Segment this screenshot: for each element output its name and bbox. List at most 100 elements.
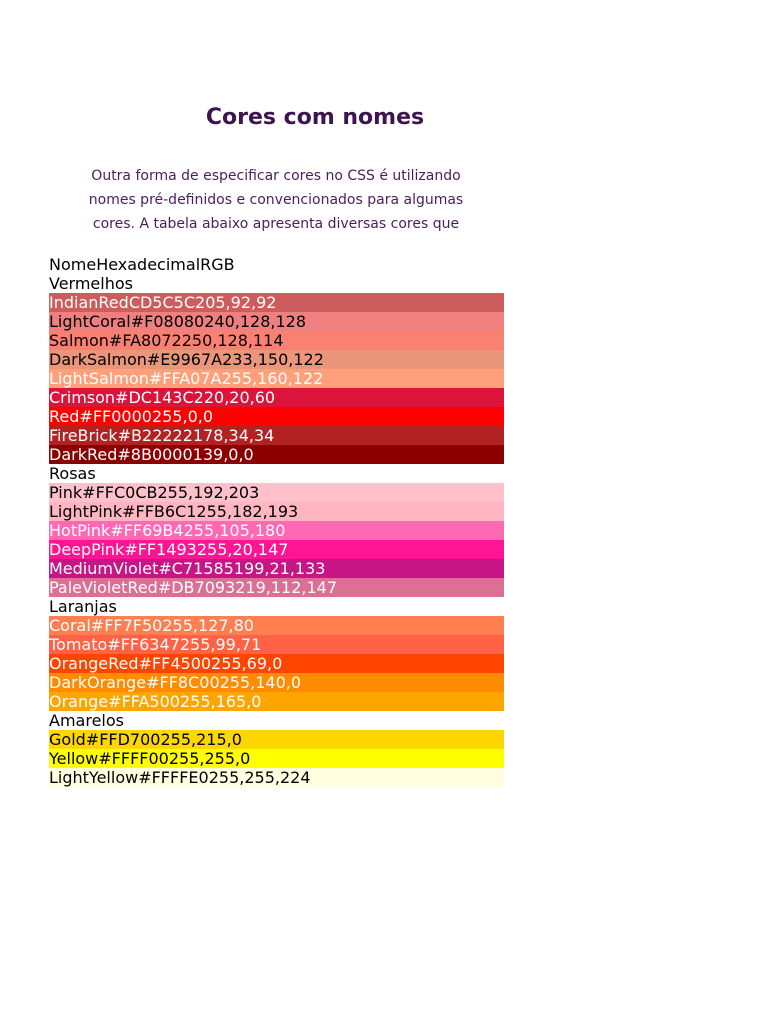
group-label: Rosas — [49, 464, 96, 483]
cell: Red — [49, 407, 80, 426]
cell: DarkRed — [49, 445, 118, 464]
cell: 255,0,0 — [151, 407, 214, 426]
color-row: MediumViolet#C71585199,21,133 — [49, 559, 504, 578]
cell: 255,69,0 — [211, 654, 283, 673]
color-row: LightPink#FFB6C1255,182,193 — [49, 502, 504, 521]
cell: 255,255,0 — [168, 749, 251, 768]
group-row: Vermelhos — [49, 274, 504, 293]
color-row: IndianRedCD5C5C205,92,92 — [49, 293, 504, 312]
cell: OrangeRed — [49, 654, 139, 673]
header-cell: Nome — [49, 255, 97, 274]
title: Cores com nomes — [205, 105, 425, 130]
color-table: NomeHexadecimalRGB Vermelhos IndianRedCD5C… — [49, 255, 504, 787]
cell: MediumViolet — [49, 559, 159, 578]
cell: 255,255,224 — [208, 768, 311, 787]
color-row: LightYellow#FFFFE0255,255,224 — [49, 768, 504, 787]
color-row: FireBrick#B22222178,34,34 — [49, 426, 504, 445]
color-row: Tomato#FF6347255,99,71 — [49, 635, 504, 654]
color-row: Gold#FFD700255,215,0 — [49, 730, 504, 749]
cell: #FF1493 — [124, 540, 197, 559]
cell: #FF0000 — [79, 407, 152, 426]
cell: LightPink — [49, 502, 123, 521]
group-label: Vermelhos — [49, 274, 133, 293]
color-row: Crimson#DC143C220,20,60 — [49, 388, 504, 407]
color-row: PaleVioletRed#DB7093219,112,147 — [49, 578, 504, 597]
group-row: Laranjas — [49, 597, 504, 616]
cell: #FF69B4 — [110, 521, 184, 540]
cell: 255,182,193 — [196, 502, 299, 521]
color-row: LightCoral#F08080240,128,128 — [49, 312, 504, 331]
cell: Pink — [49, 483, 83, 502]
cell: LightYellow — [49, 768, 139, 787]
cell: 255,99,71 — [179, 635, 262, 654]
header-cell: Hexadecimal — [96, 255, 201, 274]
cell: Yellow — [49, 749, 99, 768]
cell: #FFA500 — [108, 692, 180, 711]
cell: LightSalmon — [49, 369, 149, 388]
color-row: DarkRed#8B0000139,0,0 — [49, 445, 504, 464]
cell: #FF4500 — [138, 654, 212, 673]
cell: 205,92,92 — [195, 293, 277, 312]
cell: 139,0,0 — [192, 445, 254, 464]
cell: 255,127,80 — [162, 616, 254, 635]
color-row: Orange#FFA500255,165,0 — [49, 692, 504, 711]
color-row: DarkSalmon#E9967A233,150,122 — [49, 350, 504, 369]
cell: Orange — [49, 692, 109, 711]
intro-line: nomes pré-definidos e convencionados par… — [88, 192, 464, 208]
group-row: Rosas — [49, 464, 504, 483]
cell: 255,140,0 — [219, 673, 302, 692]
cell: 199,21,133 — [233, 559, 326, 578]
cell: 255,192,203 — [157, 483, 260, 502]
color-row: Coral#FF7F50255,127,80 — [49, 616, 504, 635]
cell: #FF7F50 — [90, 616, 163, 635]
cell: Salmon — [49, 331, 109, 350]
cell: FireBrick — [49, 426, 118, 445]
cell: LightCoral — [49, 312, 131, 331]
header-cell: RGB — [200, 255, 235, 274]
cell: DarkOrange — [49, 673, 147, 692]
cell: 250,128,114 — [181, 331, 284, 350]
cell: #C71585 — [158, 559, 234, 578]
group-row: Amarelos — [49, 711, 504, 730]
cell: #FFB6C1 — [122, 502, 197, 521]
color-row: Salmon#FA8072250,128,114 — [49, 331, 504, 350]
header-row: NomeHexadecimalRGB — [49, 255, 504, 274]
cell: Gold — [49, 730, 86, 749]
color-row: DarkOrange#FF8C00255,140,0 — [49, 673, 504, 692]
color-row: HotPink#FF69B4255,105,180 — [49, 521, 504, 540]
intro-line: Outra forma de especificar cores no CSS … — [91, 168, 461, 184]
color-row: Pink#FFC0CB255,192,203 — [49, 483, 504, 502]
cell: #FFFFE0 — [138, 768, 209, 787]
cell: #B22222 — [117, 426, 193, 445]
cell: 255,165,0 — [179, 692, 262, 711]
cell: HotPink — [49, 521, 111, 540]
cell: #FFD700 — [85, 730, 161, 749]
color-row: Yellow#FFFF00255,255,0 — [49, 749, 504, 768]
cell: 255,215,0 — [160, 730, 242, 749]
intro: Outra forma de especificar cores no CSS … — [0, 164, 552, 236]
group-label: Amarelos — [49, 711, 124, 730]
color-row: Red#FF0000255,0,0 — [49, 407, 504, 426]
cell: #DC143C — [115, 388, 194, 407]
group-label: Laranjas — [49, 597, 117, 616]
cell: DeepPink — [49, 540, 125, 559]
cell: #DB7093 — [157, 578, 236, 597]
cell: 255,105,180 — [183, 521, 286, 540]
cell: #8B0000 — [117, 445, 193, 464]
cell: #FFA07A — [148, 369, 222, 388]
cell: 255,160,122 — [221, 369, 324, 388]
color-row: LightSalmon#FFA07A255,160,122 — [49, 369, 504, 388]
cell: CD5C5C — [128, 293, 196, 312]
cell: Crimson — [49, 388, 116, 407]
intro-line: cores. A tabela abaixo apresenta diversa… — [92, 216, 460, 232]
cell: #F08080 — [130, 312, 205, 331]
cell: PaleVioletRed — [49, 578, 158, 597]
cell: Coral — [49, 616, 91, 635]
cell: #FFFF00 — [98, 749, 169, 768]
cell: DarkSalmon — [49, 350, 147, 369]
cell: 219,112,147 — [235, 578, 338, 597]
cell: #E9967A — [146, 350, 223, 369]
cell: 233,150,122 — [222, 350, 324, 369]
cell: Tomato — [49, 635, 108, 654]
